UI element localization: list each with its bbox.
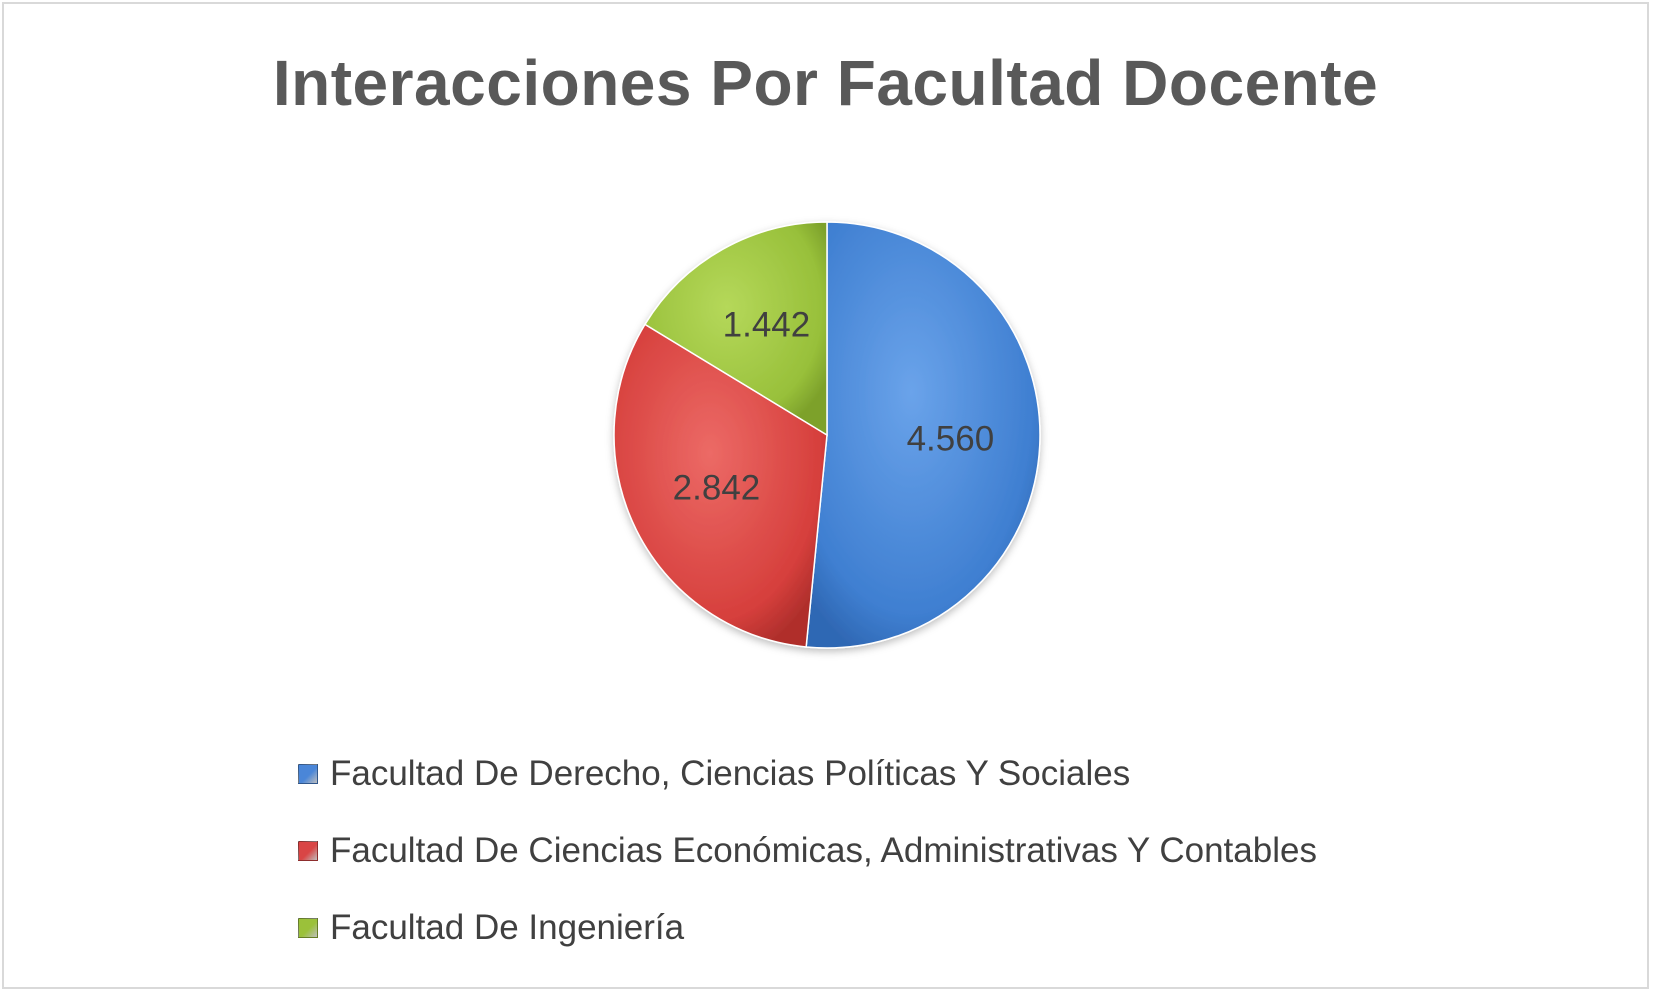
pie-slice — [613, 323, 828, 648]
slice-value-label: 4.560 — [907, 419, 995, 458]
chart-title: Interacciones Por Facultad Docente — [272, 47, 1379, 119]
slice-value-label: 1.442 — [723, 306, 811, 345]
legend-label: Facultad De Derecho, Ciencias Políticas … — [330, 754, 1131, 793]
legend-item: Facultad De Ciencias Económicas, Adminis… — [298, 829, 1317, 873]
legend-label: Facultad De Ingeniería — [330, 908, 685, 947]
slice-value-label: 2.842 — [673, 468, 761, 507]
legend-swatch-icon — [298, 841, 318, 861]
legend: Facultad De Derecho, Ciencias Políticas … — [298, 752, 1317, 983]
legend-label: Facultad De Ciencias Económicas, Adminis… — [330, 831, 1317, 870]
legend-swatch-icon — [298, 764, 318, 784]
pie-slice — [805, 221, 1041, 649]
legend-item: Facultad De Derecho, Ciencias Políticas … — [298, 752, 1317, 796]
pie-slice — [643, 221, 828, 437]
legend-swatch-icon — [298, 918, 318, 938]
legend-item: Facultad De Ingeniería — [298, 906, 1317, 950]
